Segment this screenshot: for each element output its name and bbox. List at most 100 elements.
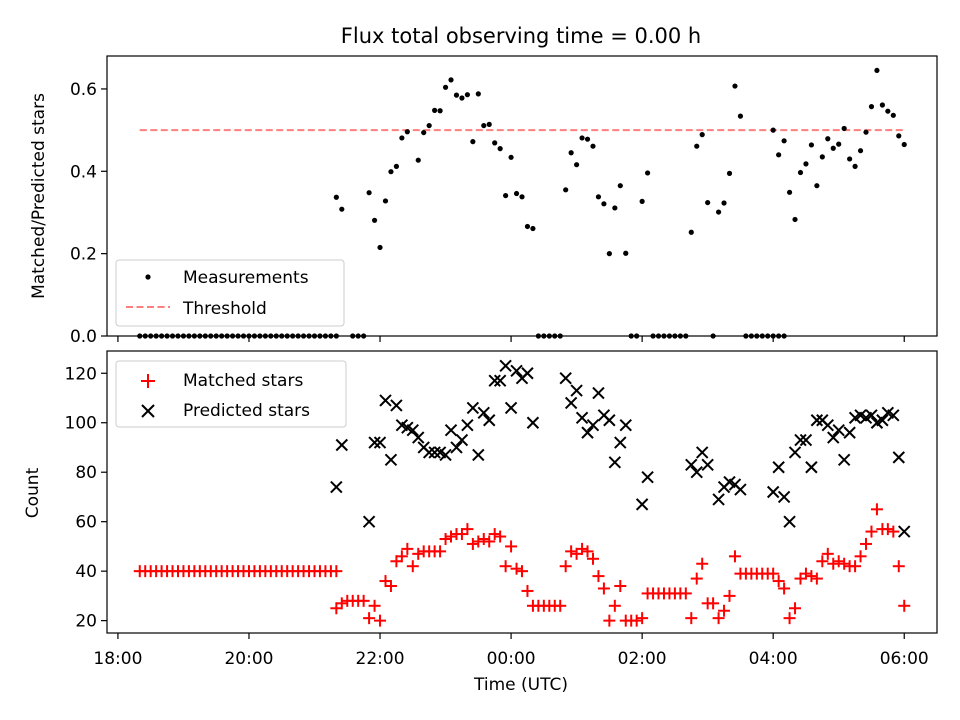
measurement-point [590,143,596,149]
measurement-point [644,170,651,176]
predicted-star-point [412,431,425,444]
matched-star-point [581,545,594,558]
predicted-star-point [843,426,856,439]
bottom-legend: Matched stars Predicted stars [115,360,347,428]
predicted-star-point [390,399,403,412]
matched-star-point [488,528,501,541]
matched-star-point [707,597,720,610]
predicted-star-point [887,409,900,422]
matched-star-point [690,572,703,585]
predicted-star-point [570,384,583,397]
bottom-ytick-label: 60 [75,513,97,533]
matched-star-point [767,567,780,580]
top-legend-box [115,259,345,327]
measurement-point [737,113,744,119]
predicted-star-point [788,446,802,459]
predicted-star-point [685,458,698,471]
measurement-point [415,157,421,163]
measurement-point [699,132,705,138]
legend-matched-label: Matched stars [183,371,303,391]
measurement-point [388,169,394,175]
legend-predicted-label: Predicted stars [183,401,310,421]
matched-star-point [838,557,851,570]
predicted-star-point [827,431,840,444]
matched-star-point [636,612,649,625]
measurement-point [617,183,623,189]
top-ytick-label: 0.0 [70,327,97,347]
predicted-star-point [837,453,851,467]
predicted-star-point [384,453,398,467]
matched-star-point [357,594,370,607]
bottom-ytick-label: 100 [65,414,97,434]
bottom-plot-frame [106,350,938,634]
legend-measurements-marker [145,274,151,280]
predicted-star-point [564,396,578,410]
top-panel: 0.0 0.2 0.4 0.6 Matched/Predicted stars Mea… [29,55,938,347]
measurement-point [808,142,815,148]
bottom-ytick-label: 120 [65,364,97,384]
predicted-star-point [619,419,632,432]
measurement-point [508,154,514,160]
matched-star-point [499,560,512,573]
matched-star-point [521,584,534,597]
matched-star-point [330,565,343,578]
measurement-point [579,135,585,141]
top-ytick-label: 0.6 [70,80,97,100]
predicted-star-point [330,480,343,494]
predicted-star-point [559,372,572,385]
matched-star-point [860,537,873,550]
matched-star-point [592,570,605,583]
measurement-point [404,129,410,135]
matched-star-point [395,550,408,563]
predicted-star-point [608,456,622,469]
measurement-point [896,133,902,139]
measurement-point [563,187,569,193]
measurement-point [421,129,427,136]
measurement-point [399,135,405,141]
matched-star-point [472,535,485,548]
measurement-point [819,154,825,160]
predicted-star-point [641,470,654,484]
predicted-star-point [635,498,649,511]
bottom-legend-box [115,360,347,428]
measurement-point [852,163,858,169]
predicted-star-point [712,493,725,506]
matched-star-point [335,597,348,610]
legend-matched-marker [141,374,155,388]
bottom-xtick-label: 22:00 [356,649,405,669]
predicted-star-point [488,374,501,387]
bottom-xticks: 18:00 20:00 22:00 00:00 02:00 04:00 06:00 [93,633,929,669]
measurement-point [519,194,525,200]
measurement-point [715,209,722,215]
matched-star-point [374,614,387,627]
bottom-marks [133,359,911,627]
measurement-point [721,200,727,206]
matched-star-point [728,550,741,563]
predicted-star-point [695,446,709,459]
predicted-star-point [898,525,911,538]
matched-star-point [783,612,796,625]
matched-star-point [412,547,425,560]
measurement-point [705,199,711,206]
predicted-star-point [592,386,605,400]
predicted-star-point [439,448,452,462]
measurement-point [584,136,591,142]
matched-star-point [363,612,376,625]
matched-star-point [870,503,883,516]
measurement-point [825,136,831,142]
top-y-axis-label: Matched/Predicted stars [29,93,49,299]
measurement-point [868,104,875,110]
matched-star-point [466,537,479,550]
predicted-star-point [832,423,845,437]
bottom-xtick-label: 18:00 [93,649,142,669]
x-axis-label: Time (UTC) [473,675,568,695]
measurement-point [513,190,520,197]
matched-star-point [887,525,900,538]
bottom-xtick-label: 02:00 [618,649,667,669]
measurement-point [901,141,907,148]
legend-measurements-label: Measurements [183,268,309,288]
predicted-star-point [603,414,616,427]
bottom-xtick-label: 00:00 [487,649,536,669]
